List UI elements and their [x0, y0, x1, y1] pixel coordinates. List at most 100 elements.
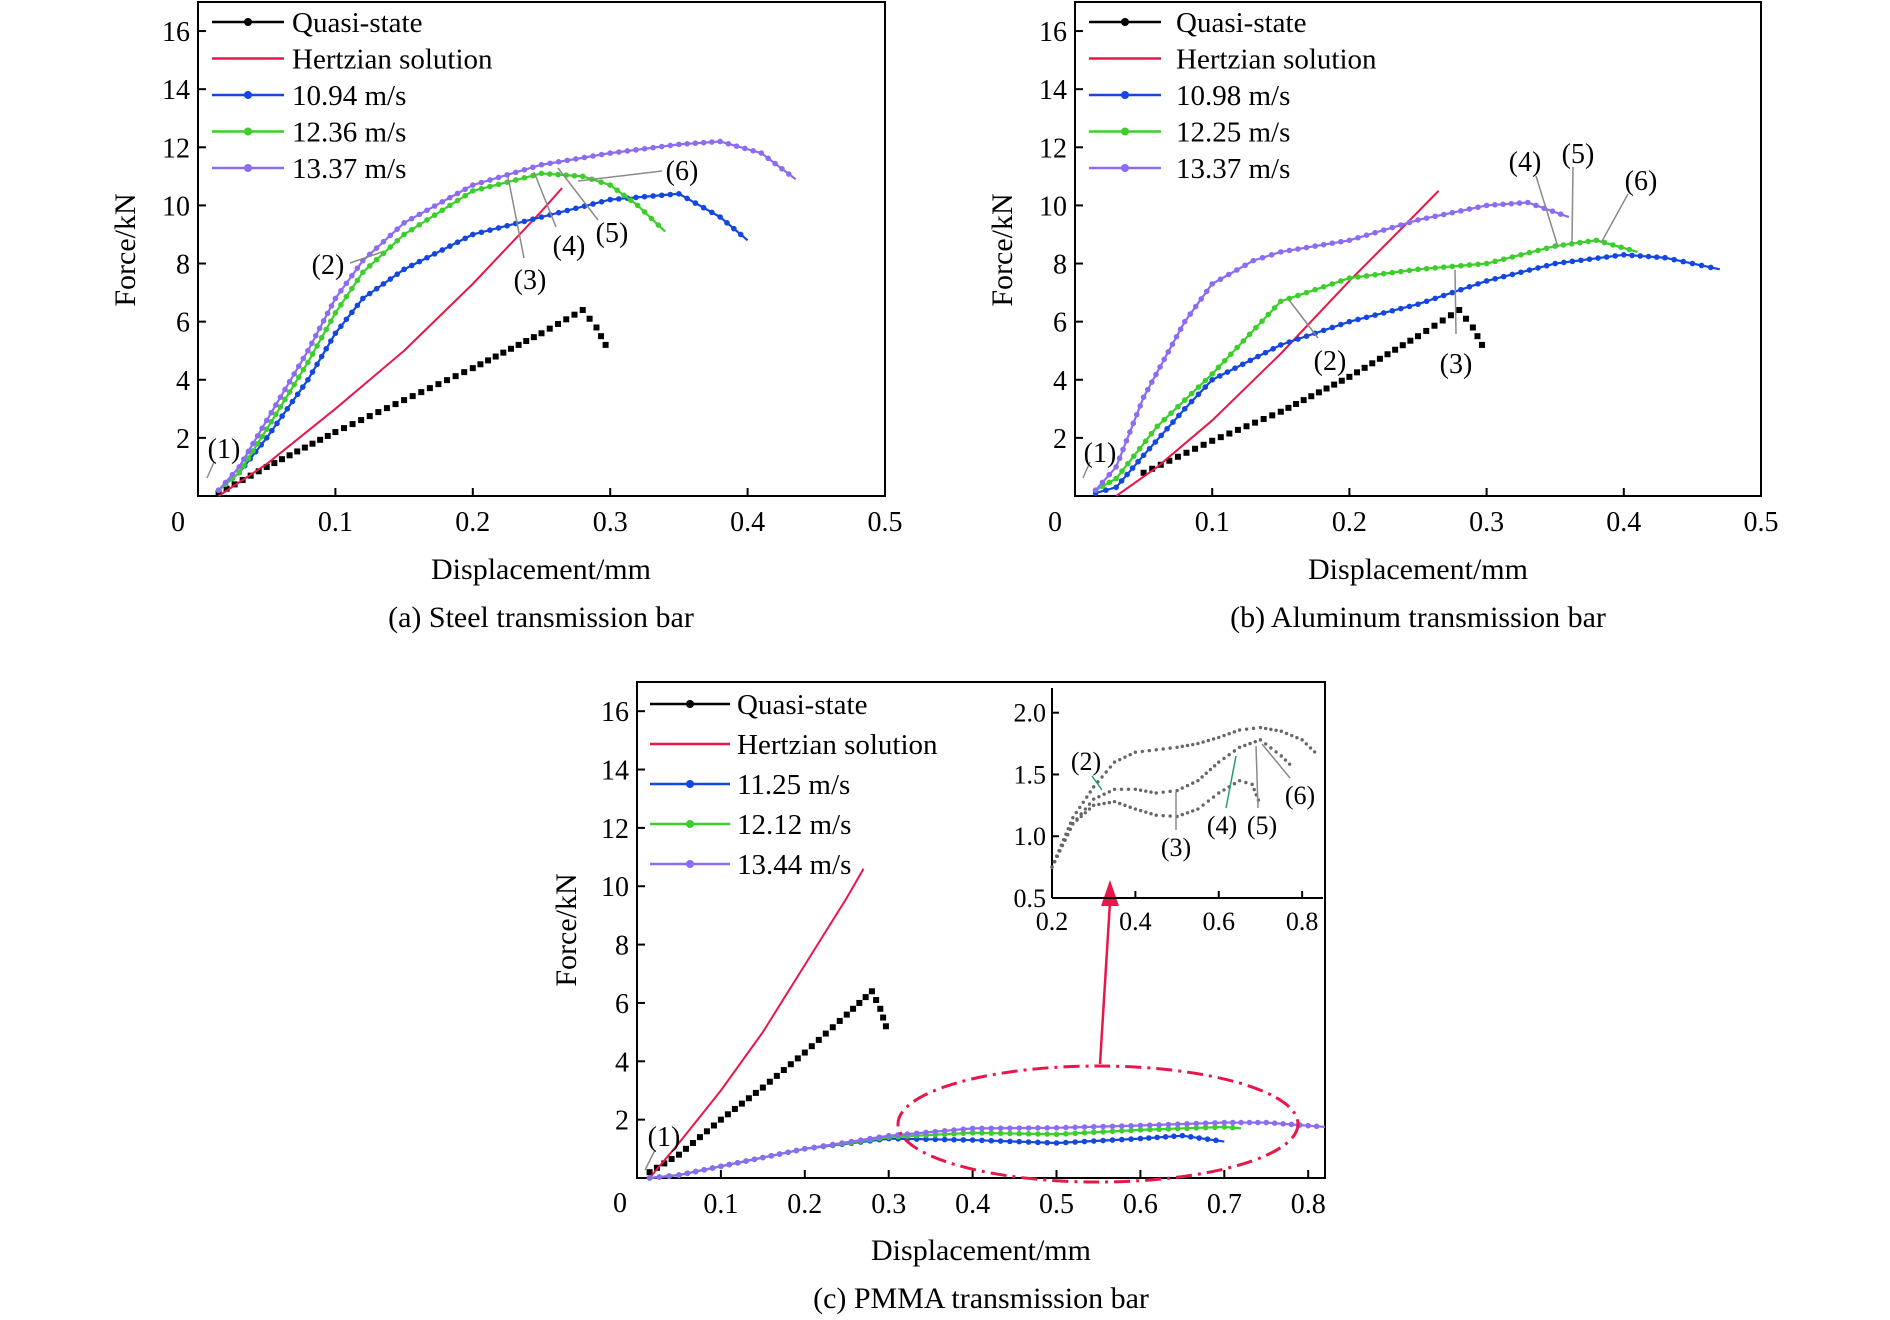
series-point [1423, 298, 1430, 305]
inset-point-1 [1237, 745, 1242, 749]
series-point [1053, 1125, 1060, 1131]
series-point [1285, 404, 1292, 411]
y-tick-label: 6 [615, 989, 629, 1020]
series-point [408, 226, 415, 233]
series-point [1253, 324, 1259, 331]
inset-point-0 [1250, 782, 1254, 787]
series-point [1509, 254, 1516, 260]
series-point [563, 316, 570, 323]
series-point [1148, 430, 1155, 437]
series-point [709, 1165, 716, 1171]
series-point [1242, 262, 1248, 269]
inset-point-0 [1222, 788, 1226, 792]
series-point [1129, 465, 1136, 471]
series-point [1109, 1123, 1116, 1130]
series-point [1100, 1123, 1106, 1130]
series-point [1238, 1119, 1244, 1126]
series-point [1432, 265, 1438, 271]
series-point [1560, 259, 1567, 266]
series-point [268, 409, 275, 416]
series-point [650, 144, 656, 151]
inset-point-2 [1201, 740, 1205, 744]
inset-point-1 [1200, 775, 1204, 779]
series-point [1137, 1122, 1144, 1129]
panel-aluminum: 2 4 6 8 10 12 14 16 0.1 0.2 0.3 0.4 0.5 Quasi-state… [986, 1, 1779, 634]
x-tick-label: 0.2 [455, 507, 490, 538]
series-point [1398, 268, 1404, 275]
series-point [718, 1163, 724, 1170]
series-point [1406, 303, 1413, 310]
series-point [1492, 258, 1498, 265]
series-point [1202, 1120, 1209, 1127]
series-point [1232, 365, 1238, 371]
inset-point-1 [1138, 788, 1143, 792]
series-point [1277, 408, 1284, 415]
series-point [1500, 201, 1506, 208]
series-point [1492, 275, 1498, 282]
series-point [1184, 1125, 1190, 1132]
series-point [726, 1161, 733, 1168]
series-point [530, 216, 536, 223]
series-point [366, 263, 373, 269]
series-point [717, 1116, 724, 1123]
inset-point-1 [1212, 764, 1217, 768]
series-point [316, 325, 323, 332]
series-point [793, 1147, 800, 1154]
series-point [1181, 406, 1188, 412]
inset-point-0 [1201, 803, 1205, 807]
inset-point-1 [1119, 787, 1124, 791]
legend-marker [686, 700, 694, 708]
series-point [1331, 381, 1338, 388]
legend-label: Quasi-state [1176, 7, 1306, 39]
legend: Quasi-state Hertzian solution 10.94 m/s 12.… [212, 7, 493, 185]
series-point [1184, 1121, 1190, 1127]
inset-point-1 [1097, 795, 1101, 799]
series-point [380, 250, 387, 257]
series-point [1263, 1119, 1270, 1126]
series-point [462, 192, 468, 199]
series-point [324, 432, 331, 439]
series-point [360, 295, 366, 302]
series-point [241, 462, 247, 469]
series-point [750, 147, 756, 154]
inset-point-1 [1222, 756, 1226, 761]
inset-y-ticks: 0.5 1.0 1.5 2.0 [1014, 699, 1059, 913]
inset-point-1 [1269, 746, 1273, 750]
series-point [454, 190, 461, 197]
series-point [349, 421, 356, 428]
series-point [667, 142, 674, 149]
inset-point-1 [1180, 786, 1184, 790]
inset-point-1 [1185, 783, 1190, 788]
series-point [1229, 1119, 1236, 1126]
series-point [1389, 307, 1396, 314]
series-point [848, 1138, 855, 1145]
series-point [300, 366, 307, 373]
series-point [1195, 391, 1202, 398]
series-point [241, 456, 247, 462]
series-point [416, 221, 423, 228]
series-point [979, 1137, 985, 1144]
inset-point-2 [1068, 821, 1073, 825]
series-point [607, 196, 613, 203]
series-point [305, 347, 311, 354]
series-point [431, 251, 438, 257]
series-point [452, 373, 459, 380]
annotation-1: (1) [208, 434, 241, 465]
series-point [1415, 266, 1421, 273]
y-axis-label: Force/kN [109, 193, 142, 306]
series-point [1255, 353, 1261, 360]
legend-label: 12.12 m/s [737, 809, 851, 841]
series-point [1363, 314, 1370, 321]
series-point [1458, 208, 1464, 214]
series-point [1171, 1133, 1177, 1140]
series-point [546, 171, 553, 177]
series-point [1200, 441, 1207, 448]
inset-point-1 [1126, 787, 1131, 791]
series-point [951, 1136, 957, 1143]
series-point [1173, 333, 1180, 340]
series-point [444, 377, 451, 384]
series-point [1035, 1131, 1041, 1137]
series-point [689, 1139, 696, 1146]
series-point [1099, 479, 1106, 486]
